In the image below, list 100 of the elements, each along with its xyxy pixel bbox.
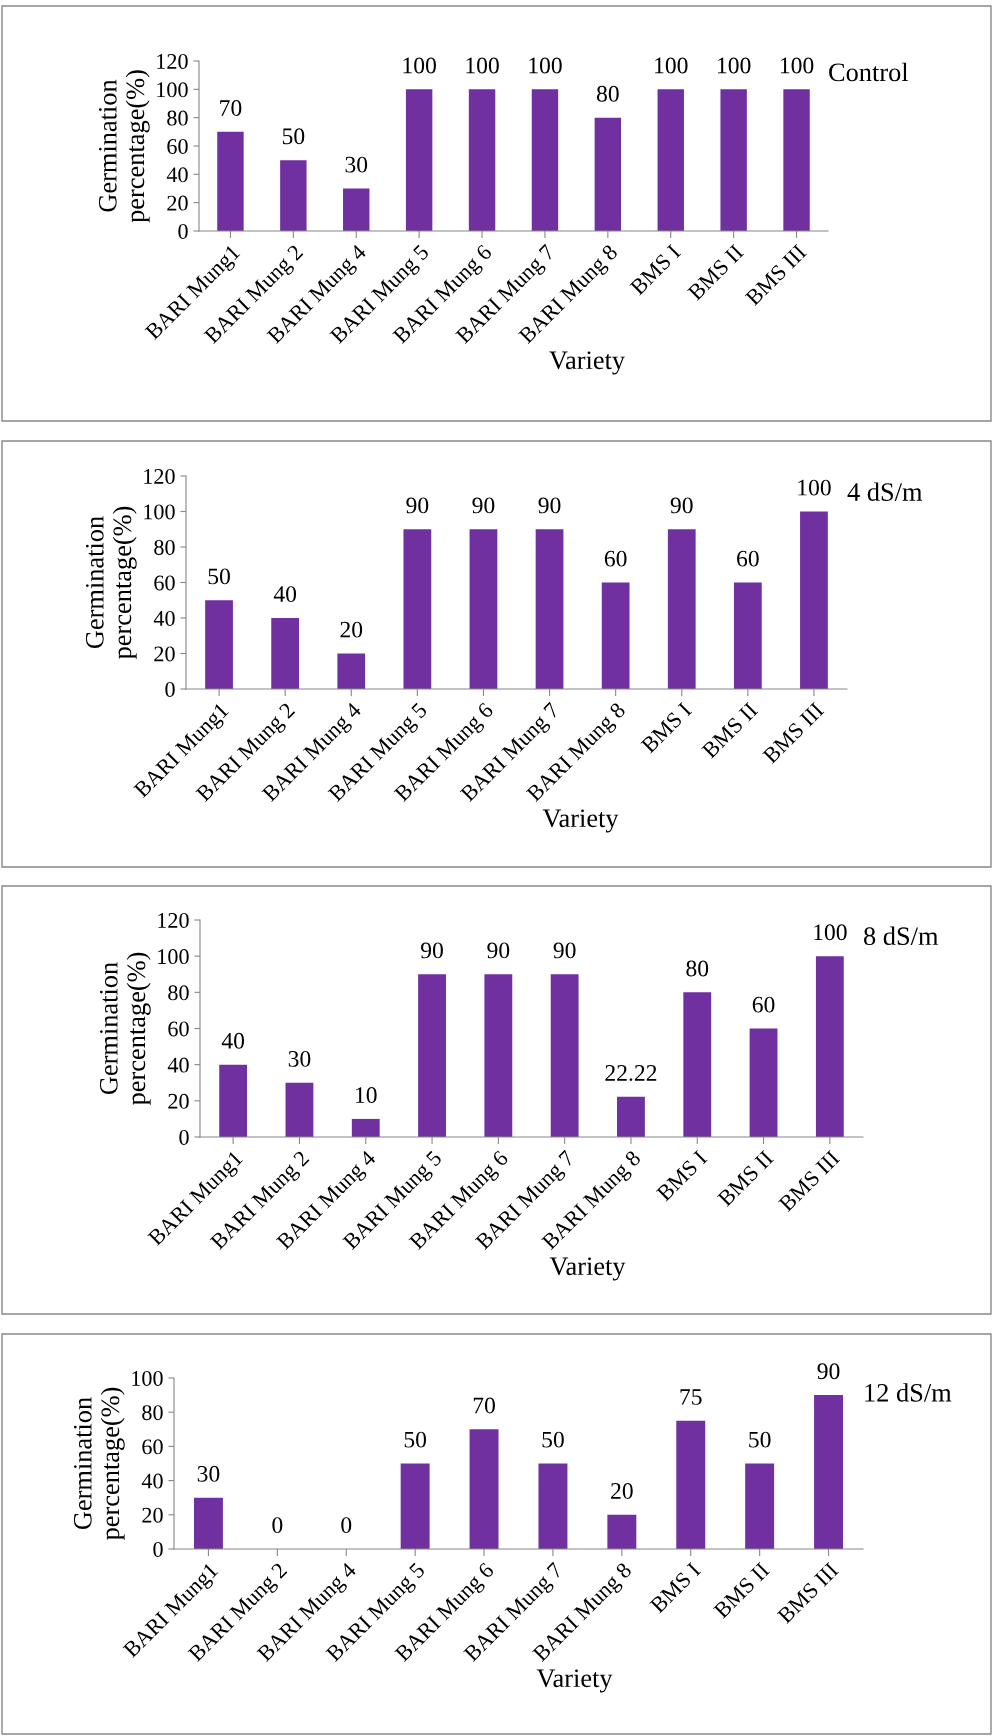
chart-title: 12 dS/m (865, 1383, 952, 1402)
data-label: 100 (403, 57, 436, 74)
bar (814, 1395, 844, 1549)
bar (280, 160, 307, 231)
data-label: 70 (220, 99, 242, 116)
x-axis-title: Variety (549, 351, 625, 375)
bar (285, 1082, 314, 1137)
y-tick-label: 20 (154, 646, 175, 662)
y-tick-label: 120 (157, 53, 188, 69)
y-tick-label: 100 (157, 82, 188, 98)
data-label: 100 (798, 479, 831, 496)
bar (783, 89, 810, 231)
bar (484, 974, 513, 1137)
data-label: 80 (686, 960, 709, 977)
bar (469, 529, 498, 689)
y-tick-label: 120 (158, 912, 189, 928)
data-label: 0 (272, 1517, 283, 1534)
bar (733, 582, 762, 689)
data-label: 60 (752, 996, 775, 1013)
bar (550, 974, 579, 1137)
bar (418, 974, 446, 1137)
data-label: 100 (466, 57, 499, 74)
y-tick-label: 0 (179, 1129, 189, 1145)
bar (745, 1463, 775, 1549)
y-tick-label: 0 (165, 681, 175, 697)
x-axis-title: Variety (536, 1669, 613, 1693)
bar (657, 89, 684, 231)
y-tick-label: 120 (144, 468, 175, 484)
bar (205, 600, 233, 689)
y-axis-title: Germination percentage(%) (73, 1387, 125, 1540)
bar (601, 582, 630, 689)
data-label: 60 (604, 550, 627, 567)
bar (683, 992, 712, 1137)
y-tick-label: 0 (153, 1541, 163, 1557)
bar (594, 117, 622, 231)
chart-title: 8 dS/m (864, 926, 939, 946)
data-label: 50 (208, 568, 230, 585)
bar (193, 1497, 223, 1549)
bar (351, 1118, 380, 1137)
bar (607, 1514, 637, 1549)
data-label: 60 (737, 550, 759, 567)
data-label: 90 (406, 497, 429, 514)
data-label: 100 (718, 57, 751, 74)
data-label: 90 (487, 942, 510, 959)
y-tick-label: 100 (132, 1370, 163, 1386)
data-label: 40 (273, 586, 297, 603)
data-label: 70 (473, 1397, 495, 1414)
y-tick-label: 40 (153, 610, 175, 626)
data-label: 90 (538, 497, 561, 514)
y-tick-label: 40 (141, 1473, 163, 1489)
bar (405, 89, 433, 231)
data-label: 90 (472, 497, 495, 514)
y-tick-label: 80 (167, 110, 188, 126)
data-label: 90 (421, 942, 443, 959)
data-label: 20 (611, 1482, 633, 1499)
bar (337, 653, 366, 689)
x-axis-title: Variety (549, 1257, 626, 1281)
data-label: 100 (529, 57, 562, 74)
y-axis-title: Germination percentage(%) (85, 506, 137, 659)
y-tick-label: 20 (168, 1093, 189, 1109)
y-axis-title: Germination percentage(%) (98, 70, 150, 223)
bar (538, 1463, 568, 1549)
bar (531, 89, 559, 231)
data-label: 100 (655, 57, 688, 74)
chart-title: 4 dS/m (847, 482, 923, 501)
data-label: 30 (288, 1050, 311, 1067)
bar (343, 188, 370, 231)
y-tick-label: 60 (154, 575, 175, 591)
y-tick-label: 80 (154, 539, 175, 555)
y-tick-label: 60 (168, 1021, 189, 1037)
bar (617, 1096, 645, 1137)
y-tick-label: 80 (142, 1405, 163, 1421)
bar (271, 618, 300, 689)
bar (219, 1064, 248, 1137)
bar (469, 1429, 499, 1549)
chart-title: Control (829, 62, 909, 82)
y-tick-label: 20 (142, 1507, 163, 1523)
data-label: 50 (404, 1431, 427, 1448)
bar (720, 89, 747, 231)
bar (749, 1028, 778, 1137)
data-label: 75 (680, 1389, 702, 1405)
data-label: 40 (221, 1032, 245, 1049)
bar (217, 131, 244, 231)
data-label: 100 (814, 924, 847, 941)
bar (468, 89, 496, 231)
bar (667, 529, 696, 689)
y-tick-label: 60 (142, 1439, 163, 1455)
data-label: 20 (340, 621, 363, 638)
y-axis-title: Germination percentage(%) (99, 952, 151, 1105)
y-tick-label: 100 (158, 949, 189, 965)
data-label: 100 (780, 57, 814, 74)
data-label: 80 (596, 85, 619, 102)
data-label: 90 (817, 1363, 840, 1380)
y-tick-label: 40 (167, 1057, 189, 1073)
data-label: 90 (670, 497, 693, 514)
y-tick-label: 80 (168, 985, 189, 1001)
data-label: 0 (341, 1517, 352, 1534)
y-tick-label: 0 (178, 223, 188, 239)
bar (535, 529, 564, 689)
bar (800, 511, 828, 689)
